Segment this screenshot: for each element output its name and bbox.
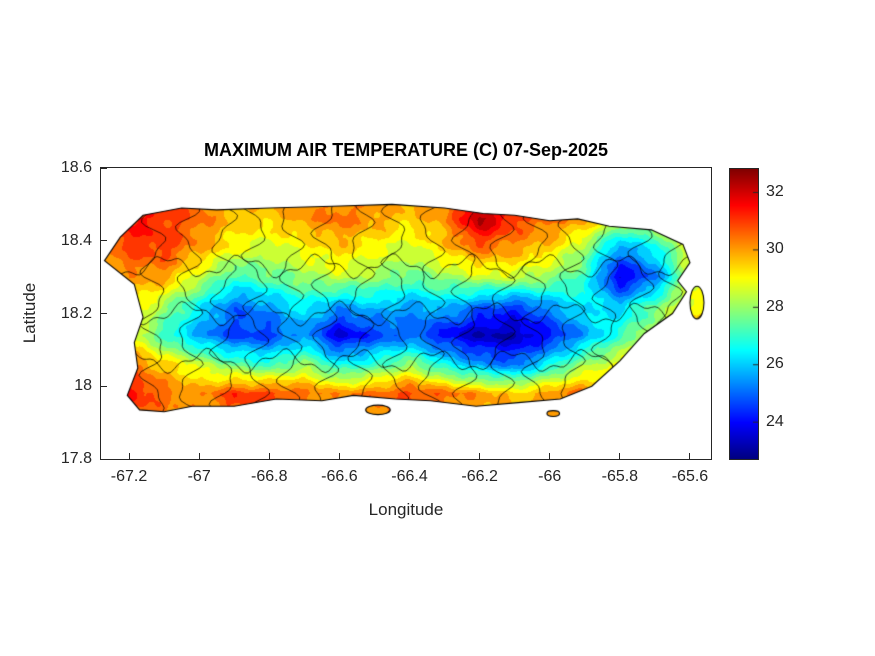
x-tick-label: -66 <box>538 468 562 485</box>
x-tick-label: -67.2 <box>110 468 148 485</box>
y-tick-mark <box>101 240 107 242</box>
x-tick-label: -65.6 <box>671 468 709 485</box>
x-tick-mark <box>198 453 200 459</box>
x-tick-label: -66.4 <box>391 468 428 485</box>
colorbar-tick-label: 24 <box>766 412 784 430</box>
y-tick-mark <box>101 458 107 460</box>
colorbar <box>729 168 759 460</box>
x-tick-mark <box>619 453 621 459</box>
x-tick-label: -65.8 <box>601 468 639 485</box>
colorbar-tick-label: 32 <box>766 182 784 200</box>
x-tick-label: -66.8 <box>251 468 288 485</box>
x-tick-label: -67 <box>187 468 211 485</box>
y-tick-mark <box>101 385 107 387</box>
x-tick-mark <box>549 453 551 459</box>
x-tick-label: -66.2 <box>461 468 498 485</box>
y-tick-mark <box>101 313 107 314</box>
y-tick-label: 17.8 <box>60 450 92 467</box>
temperature-map-canvas <box>101 168 711 459</box>
x-tick-mark <box>338 453 340 459</box>
x-tick-mark <box>268 453 270 459</box>
x-tick-mark <box>409 453 410 459</box>
colorbar-tick-label: 28 <box>766 297 784 315</box>
colorbar-gradient <box>730 169 758 459</box>
x-tick-mark <box>128 453 130 459</box>
y-tick-mark <box>101 167 107 169</box>
colorbar-tick-label: 30 <box>766 240 784 258</box>
y-tick-label: 18.2 <box>60 304 92 322</box>
x-tick-label: -66.6 <box>321 468 358 485</box>
y-tick-label: 18.4 <box>60 231 92 249</box>
x-tick-mark <box>479 453 481 459</box>
plot-title: MAXIMUM AIR TEMPERATURE (C) 07-Sep-2025 <box>203 140 609 160</box>
colorbar-tick-label: 26 <box>766 355 784 373</box>
x-axis-label: Longitude <box>368 500 444 519</box>
plot-area <box>100 167 712 460</box>
y-tick-label: 18.6 <box>60 159 92 176</box>
y-tick-label: 18 <box>74 377 92 395</box>
x-tick-mark <box>689 453 691 459</box>
